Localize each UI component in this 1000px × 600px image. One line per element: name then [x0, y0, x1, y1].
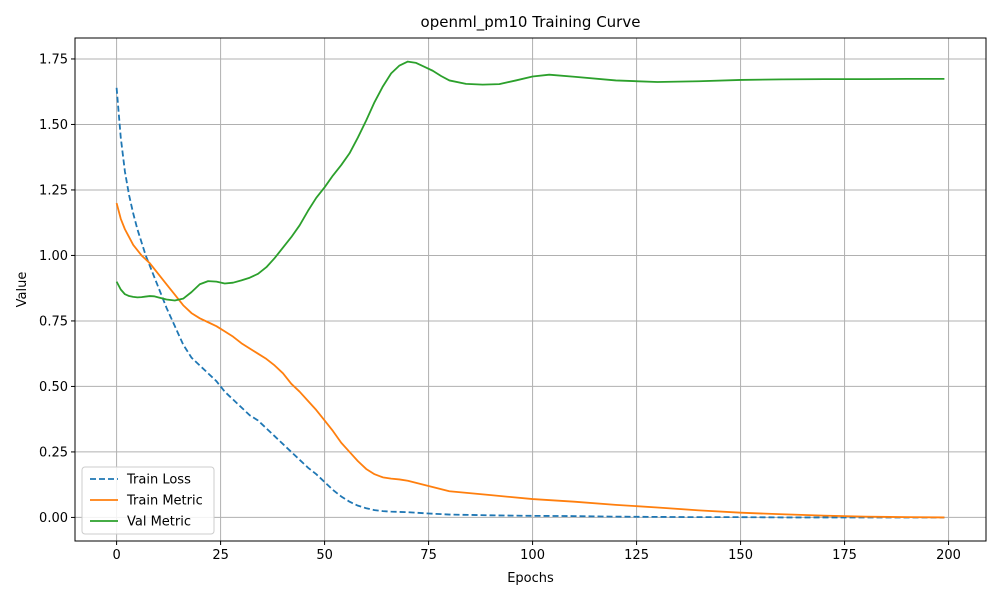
x-tick-label: 25	[212, 548, 229, 563]
x-axis-label: Epochs	[507, 571, 554, 586]
legend-label: Train Metric	[126, 494, 203, 509]
x-tick-label: 125	[624, 548, 649, 563]
x-axis-ticks: 0 25 50 75 100 125 150 175 200	[112, 541, 961, 563]
series-line-val-metric	[115, 60, 945, 302]
legend-label: Val Metric	[127, 515, 191, 530]
y-tick-label: 0.00	[39, 511, 68, 526]
y-tick-label: 0.75	[39, 314, 68, 329]
y-tick-label: 1.50	[39, 118, 68, 133]
x-tick-label: 200	[936, 548, 961, 563]
x-tick-label: 75	[420, 548, 437, 563]
x-tick-label: 100	[520, 548, 545, 563]
x-tick-label: 175	[832, 548, 857, 563]
legend-label: Train Loss	[126, 473, 191, 488]
chart-title: openml_pm10 Training Curve	[421, 13, 641, 32]
legend: Train Loss Train Metric Val Metric	[81, 466, 215, 535]
x-tick-label: 50	[316, 548, 333, 563]
plot-frame	[74, 37, 987, 542]
series-lines	[115, 60, 945, 519]
x-tick-label: 0	[112, 548, 120, 563]
y-axis-label: Value	[15, 272, 30, 308]
y-tick-label: 1.00	[39, 249, 68, 264]
series-line-train-loss	[115, 87, 945, 519]
x-tick-label: 150	[728, 548, 753, 563]
y-tick-label: 0.50	[39, 380, 68, 395]
y-tick-label: 1.25	[39, 183, 68, 198]
y-tick-label: 0.25	[39, 445, 68, 460]
y-tick-label: 1.75	[39, 52, 68, 67]
series-line-train-metric	[115, 202, 945, 519]
legend-box	[81, 466, 215, 535]
y-axis-ticks: 0.00 0.25 0.50 0.75 1.00 1.25 1.50 1.75	[39, 52, 75, 526]
